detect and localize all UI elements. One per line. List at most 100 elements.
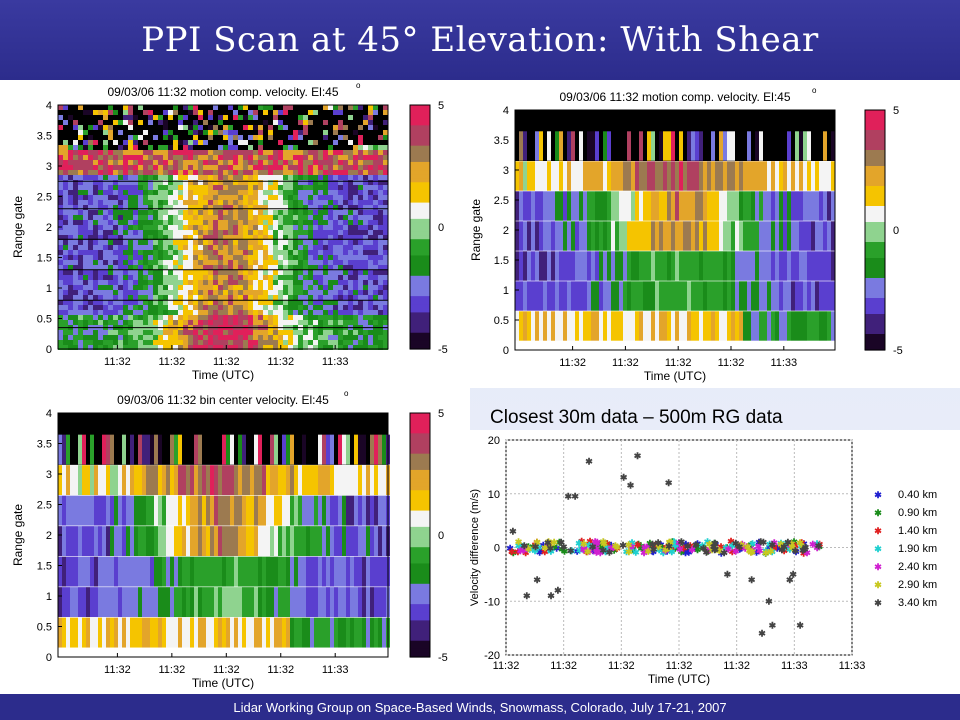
heatmap-cell — [679, 191, 683, 221]
heatmap-cell — [627, 221, 631, 251]
heatmap-cell — [348, 205, 353, 210]
heatmap-cell — [831, 311, 835, 341]
heatmap-cell — [607, 221, 611, 251]
heatmap-cell — [163, 240, 168, 245]
heatmap-cell — [233, 130, 238, 135]
scatter-point: ✱ — [698, 541, 706, 551]
scatter-point: ✱ — [663, 546, 671, 556]
scatter-point: ✱ — [652, 540, 660, 550]
heatmap-cell — [83, 250, 88, 255]
heatmap-cell — [113, 195, 118, 200]
heatmap-cell — [163, 130, 168, 135]
heatmap-cell — [118, 175, 123, 180]
heatmap-cell — [173, 205, 178, 210]
heatmap-cell — [348, 160, 353, 165]
heatmap-cell — [193, 110, 198, 115]
heatmap-cell — [338, 130, 343, 135]
heatmap-cell — [88, 290, 93, 295]
heatmap-cell — [323, 280, 328, 285]
scatter-point: ✱ — [560, 542, 568, 552]
heatmap-panel-top-left: 0 0.5 1 1.5 2 2.5 3 3.5 4 11:32 11:32 11:32 11:32 11:… — [0, 80, 470, 388]
heatmap-cell — [203, 145, 208, 150]
heatmap-cell — [228, 265, 233, 270]
heatmap-cell — [228, 335, 233, 340]
heatmap-cell — [223, 300, 228, 305]
heatmap-cell — [253, 105, 258, 110]
heatmap-cell — [370, 617, 374, 648]
heatmap-cell — [303, 155, 308, 160]
heatmap-cell — [188, 345, 193, 350]
heatmap-cell — [70, 495, 74, 526]
heatmap-cell — [203, 115, 208, 120]
heatmap-cell — [288, 175, 293, 180]
heatmap-cell — [88, 175, 93, 180]
heatmap-cell — [811, 251, 815, 281]
heatmap-cell — [308, 155, 313, 160]
heatmap-cell — [123, 165, 128, 170]
heatmap-cell — [527, 191, 531, 221]
heatmap-cell — [333, 300, 338, 305]
heatmap-cell — [193, 205, 198, 210]
heatmap-cell — [743, 131, 747, 161]
heatmap-cell — [323, 145, 328, 150]
heatmap-cell — [58, 240, 63, 245]
heatmap-cell — [183, 260, 188, 265]
heatmap-cell — [243, 275, 248, 280]
heatmap-cell — [148, 285, 153, 290]
heatmap-cell — [298, 190, 303, 195]
heatmap-cell — [318, 225, 323, 230]
heatmap-cell — [122, 465, 126, 496]
heatmap-cell — [354, 587, 358, 618]
heatmap-cell — [178, 145, 183, 150]
scatter-point: ✱ — [584, 547, 592, 557]
scatter-point: ✱ — [611, 542, 619, 552]
heatmap-cell — [198, 265, 203, 270]
heatmap-cell — [108, 230, 113, 235]
heatmap-cell — [671, 281, 675, 311]
colorbar-cell — [865, 310, 885, 315]
heatmap-cell — [68, 120, 73, 125]
heatmap-cell — [333, 105, 338, 110]
heatmap-cell — [173, 145, 178, 150]
heatmap-cell — [218, 295, 223, 300]
heatmap-cell — [233, 150, 238, 155]
heatmap-cell — [623, 251, 627, 281]
heatmap-cell — [288, 230, 293, 235]
heatmap-cell — [178, 285, 183, 290]
scatter-point: ✱ — [774, 543, 782, 553]
heatmap-cell — [303, 180, 308, 185]
heatmap-cell — [258, 345, 263, 350]
heatmap-cell — [747, 281, 751, 311]
heatmap-cell — [63, 320, 68, 325]
heatmap-cell — [128, 260, 133, 265]
heatmap-cell — [243, 185, 248, 190]
scatter-point: ✱ — [643, 543, 651, 553]
colorbar-cell — [410, 596, 430, 601]
heatmap-cell — [128, 165, 133, 170]
heatmap-cell — [238, 200, 243, 205]
heatmap-cell — [58, 270, 63, 275]
heatmap-cell — [374, 434, 378, 465]
heatmap-cell — [358, 465, 362, 496]
heatmap-cell — [268, 155, 273, 160]
heatmap-cell — [188, 290, 193, 295]
heatmap-cell — [203, 345, 208, 350]
heatmap-cell — [173, 200, 178, 205]
heatmap-cell — [203, 215, 208, 220]
heatmap-cell — [318, 330, 323, 335]
heatmap-cell — [98, 275, 103, 280]
heatmap-cell — [68, 315, 73, 320]
heatmap-cell — [288, 210, 293, 215]
heatmap-cell — [308, 195, 313, 200]
heatmap-cell — [103, 290, 108, 295]
heatmap-cell — [222, 465, 226, 496]
heatmap-cell — [98, 526, 102, 557]
heatmap-cell — [273, 215, 278, 220]
heatmap-cell — [68, 320, 73, 325]
colorbar-cell — [865, 166, 885, 171]
heatmap-cell — [346, 526, 350, 557]
heatmap-cell — [83, 135, 88, 140]
heatmap-cell — [173, 190, 178, 195]
heatmap-cell — [727, 191, 731, 221]
heatmap-cell — [243, 245, 248, 250]
